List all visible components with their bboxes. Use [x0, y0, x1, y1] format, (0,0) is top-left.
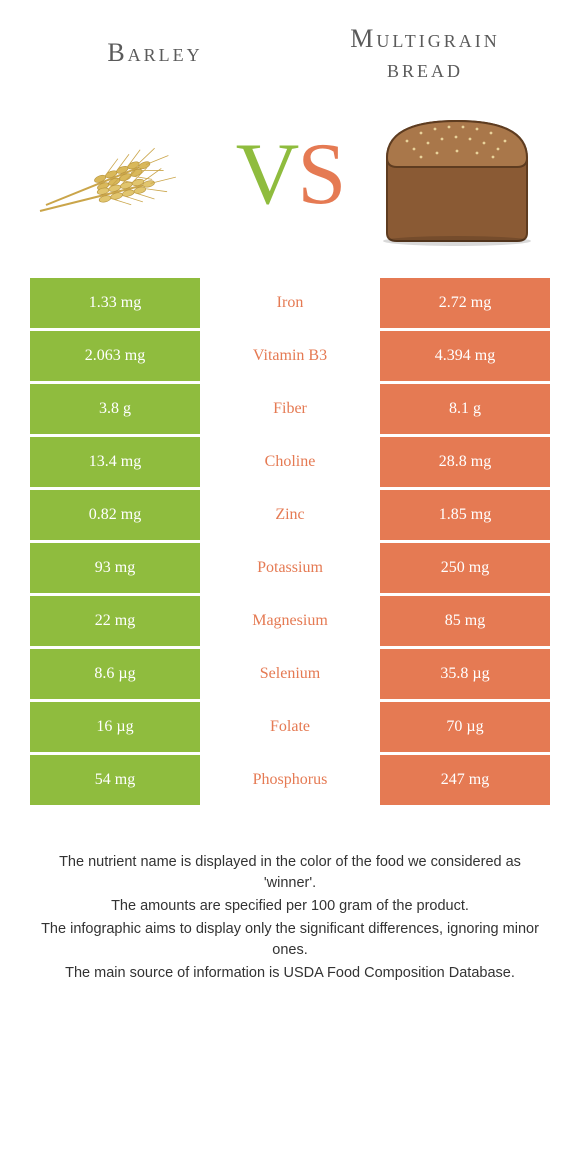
table-row: 8.6 µgSelenium35.8 µg	[30, 649, 550, 699]
nutrient-label: Phosphorus	[200, 755, 380, 805]
right-food-title: Multigrain bread	[290, 18, 560, 84]
bread-loaf-icon	[367, 103, 547, 248]
table-row: 16 µgFolate70 µg	[30, 702, 550, 752]
footnote-line: The nutrient name is displayed in the co…	[34, 852, 546, 894]
left-food-title: Barley	[20, 18, 290, 68]
footnote-line: The main source of information is USDA F…	[34, 963, 546, 984]
left-value: 13.4 mg	[30, 437, 200, 487]
right-value: 28.8 mg	[380, 437, 550, 487]
barley-ear-icon	[38, 135, 208, 215]
header: Barley Multigrain bread	[0, 0, 580, 90]
right-value: 247 mg	[380, 755, 550, 805]
left-value: 2.063 mg	[30, 331, 200, 381]
right-value: 35.8 µg	[380, 649, 550, 699]
nutrient-label: Choline	[200, 437, 380, 487]
right-value: 2.72 mg	[380, 278, 550, 328]
nutrient-label: Magnesium	[200, 596, 380, 646]
left-value: 54 mg	[30, 755, 200, 805]
right-value: 70 µg	[380, 702, 550, 752]
left-value: 16 µg	[30, 702, 200, 752]
footnote-line: The amounts are specified per 100 gram o…	[34, 896, 546, 917]
table-row: 22 mgMagnesium85 mg	[30, 596, 550, 646]
right-value: 8.1 g	[380, 384, 550, 434]
right-value: 250 mg	[380, 543, 550, 593]
table-row: 0.82 mgZinc1.85 mg	[30, 490, 550, 540]
right-food-image	[348, 90, 566, 260]
vs-v: V	[236, 126, 298, 223]
left-food-image	[14, 90, 232, 260]
left-value: 0.82 mg	[30, 490, 200, 540]
right-title-line1: Multigrain	[350, 24, 499, 53]
right-value: 4.394 mg	[380, 331, 550, 381]
table-row: 13.4 mgCholine28.8 mg	[30, 437, 550, 487]
table-row: 2.063 mgVitamin B34.394 mg	[30, 331, 550, 381]
table-row: 54 mgPhosphorus247 mg	[30, 755, 550, 805]
table-row: 1.33 mgIron2.72 mg	[30, 278, 550, 328]
nutrient-label: Selenium	[200, 649, 380, 699]
table-row: 93 mgPotassium250 mg	[30, 543, 550, 593]
nutrient-label: Fiber	[200, 384, 380, 434]
footnote-line: The infographic aims to display only the…	[34, 919, 546, 961]
vs-row: VS	[0, 90, 580, 260]
nutrient-label: Iron	[200, 278, 380, 328]
footnotes: The nutrient name is displayed in the co…	[0, 808, 580, 984]
table-row: 3.8 gFiber8.1 g	[30, 384, 550, 434]
left-value: 93 mg	[30, 543, 200, 593]
nutrient-label: Potassium	[200, 543, 380, 593]
nutrient-label: Vitamin B3	[200, 331, 380, 381]
right-value: 1.85 mg	[380, 490, 550, 540]
vs-s: S	[297, 126, 344, 223]
left-value: 3.8 g	[30, 384, 200, 434]
left-value: 1.33 mg	[30, 278, 200, 328]
vs-label: VS	[232, 131, 349, 219]
right-value: 85 mg	[380, 596, 550, 646]
nutrient-table: 1.33 mgIron2.72 mg2.063 mgVitamin B34.39…	[0, 260, 580, 805]
right-title-line2: bread	[387, 54, 463, 83]
left-value: 22 mg	[30, 596, 200, 646]
nutrient-label: Zinc	[200, 490, 380, 540]
left-value: 8.6 µg	[30, 649, 200, 699]
nutrient-label: Folate	[200, 702, 380, 752]
